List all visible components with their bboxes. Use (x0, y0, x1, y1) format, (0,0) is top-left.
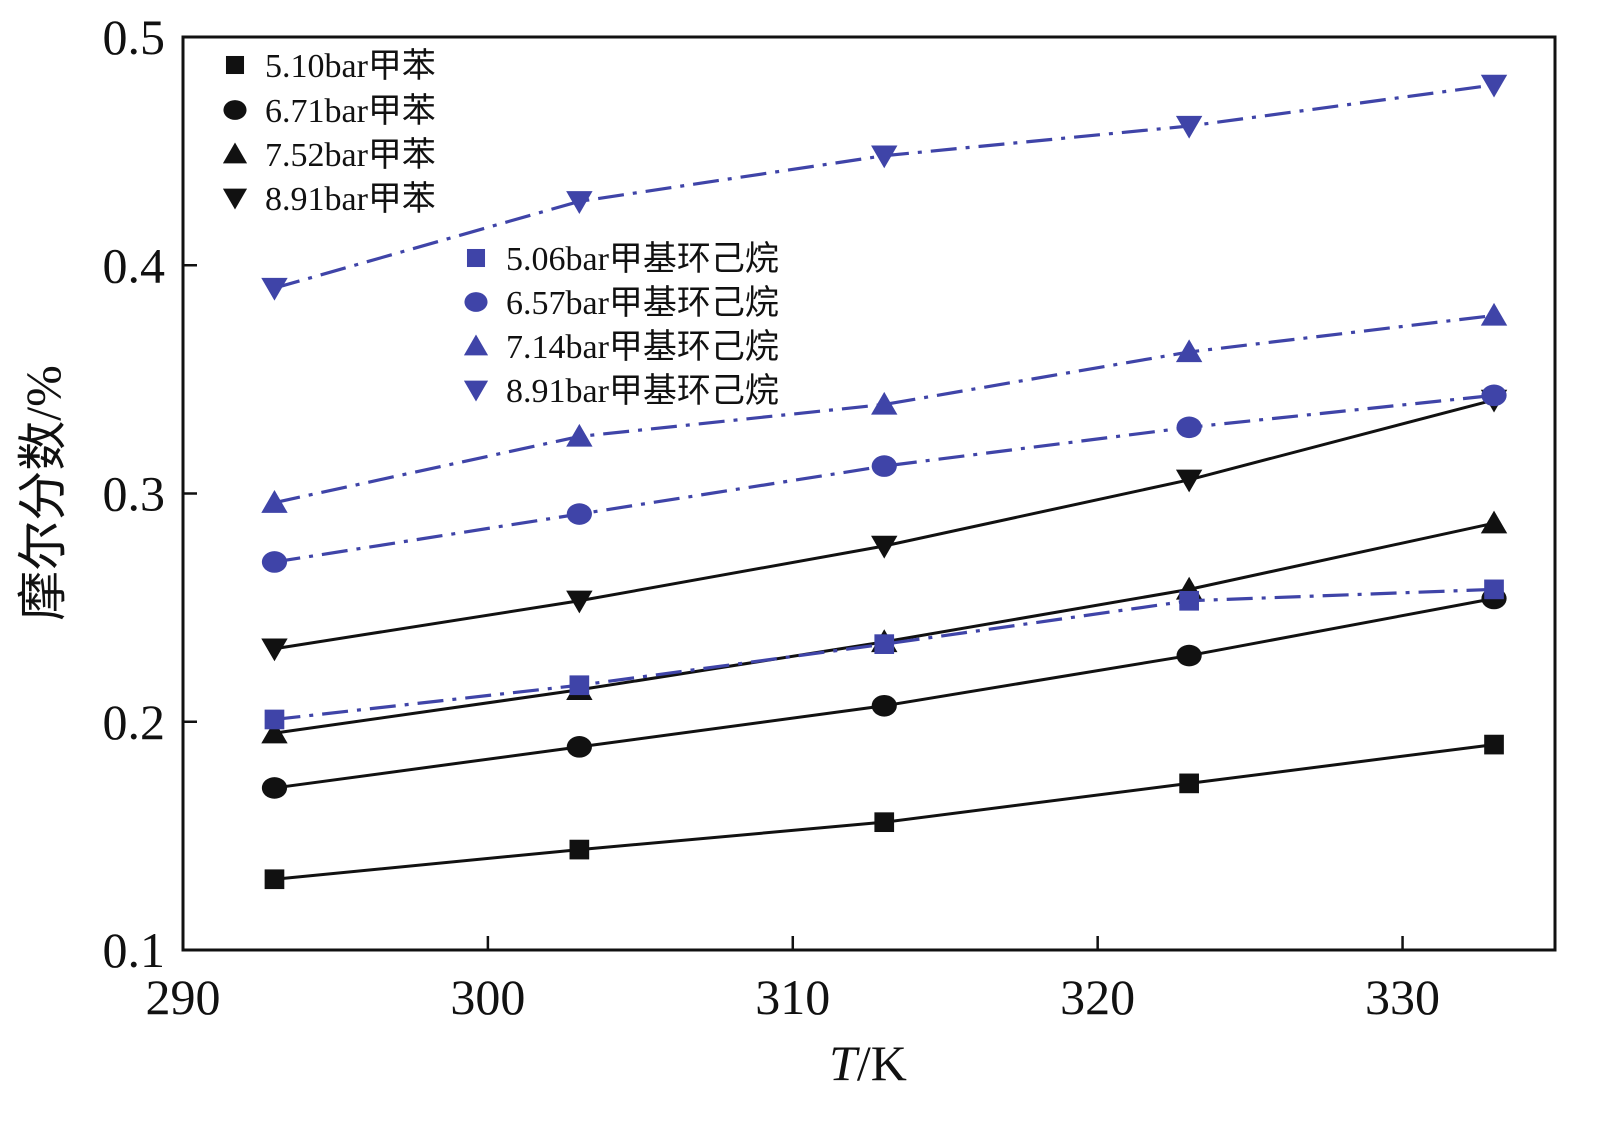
data-point (1176, 644, 1202, 667)
data-point (1175, 469, 1203, 493)
data-point (871, 391, 898, 415)
data-point (1179, 773, 1199, 794)
data-point (566, 423, 593, 447)
legend-label: 8.91bar甲苯 (265, 180, 436, 218)
legend-item: 7.52bar甲苯 (222, 136, 436, 174)
data-point (1179, 590, 1199, 611)
x-axis-title-var: T (829, 1035, 860, 1091)
series-1 (264, 734, 1504, 890)
data-point (874, 812, 895, 833)
legend: 5.10bar甲苯 6.71bar甲苯 7.52bar甲苯 8.91bar甲苯 5.06… (222, 47, 779, 410)
data-point (566, 736, 592, 758)
data-point (261, 277, 288, 301)
series-line (274, 313, 1495, 505)
data-point (1484, 734, 1504, 755)
legend-marker (222, 188, 248, 210)
data-point (566, 191, 593, 214)
legend-marker (463, 334, 489, 356)
x-tick-label: 290 (146, 969, 221, 1025)
legend-item: 5.10bar甲苯 (225, 47, 436, 85)
legend-marker (225, 55, 245, 75)
legend-item: 8.91bar甲苯 (222, 180, 436, 218)
y-tick-label: 0.4 (103, 237, 166, 293)
series-8 (261, 74, 1508, 301)
series-layer (261, 74, 1508, 890)
x-tick-label: 300 (450, 969, 525, 1025)
legend-item: 5.06bar甲基环己烷 (466, 240, 779, 278)
data-point (261, 551, 288, 573)
legend-label: 7.14bar甲基环己烷 (506, 328, 779, 366)
series-line (274, 597, 1495, 790)
legend-item: 6.57bar甲基环己烷 (464, 284, 779, 322)
legend-marker (464, 292, 488, 312)
series-line (274, 83, 1495, 290)
data-point (1480, 74, 1508, 98)
axes-layer: 290 300 310 320 330 0.1 0.2 0.3 0.4 0.5 (103, 9, 1441, 1025)
legend-label: 5.06bar甲基环己烷 (506, 240, 779, 278)
y-tick-label: 0.2 (103, 694, 166, 750)
series-5 (264, 579, 1504, 730)
data-point (874, 634, 895, 654)
data-point (1176, 416, 1202, 439)
data-point (1480, 302, 1508, 326)
x-axis-title: T/K (829, 1035, 907, 1091)
y-axis-title: 摩尔分数/% (15, 365, 71, 621)
series-6 (261, 384, 1507, 573)
data-point (261, 720, 288, 744)
data-point (261, 638, 288, 662)
series-7 (261, 302, 1508, 513)
data-point (871, 145, 898, 169)
legend-label: 8.91bar甲基环己烷 (506, 372, 779, 410)
data-point (566, 590, 593, 614)
data-point (1175, 339, 1203, 363)
legend-item: 7.14bar甲基环己烷 (463, 328, 779, 366)
data-point (1175, 115, 1203, 139)
legend-marker (466, 248, 486, 268)
series-line (274, 393, 1495, 564)
y-tick-label: 0.5 (103, 9, 166, 65)
data-point (261, 777, 288, 799)
x-tick-label: 330 (1365, 969, 1440, 1025)
data-point (871, 455, 897, 477)
legend-marker (463, 380, 489, 402)
data-point (1481, 384, 1507, 407)
data-point (261, 490, 288, 513)
legend-label: 6.57bar甲基环己烷 (506, 284, 779, 322)
legend-marker (222, 142, 248, 164)
data-point (569, 839, 590, 860)
data-point (1480, 510, 1508, 534)
legend-label: 6.71bar甲苯 (265, 92, 436, 130)
y-tick-label: 0.3 (103, 466, 166, 522)
series-line (274, 398, 1495, 651)
legend-item: 6.71bar甲苯 (223, 92, 436, 130)
data-point (566, 503, 592, 525)
data-point (264, 869, 285, 890)
series-2 (261, 587, 1507, 799)
legend-item: 8.91bar甲基环己烷 (463, 372, 779, 410)
data-point (569, 675, 590, 696)
legend-label: 5.10bar甲苯 (265, 47, 436, 85)
x-tick-label: 310 (755, 969, 830, 1025)
legend-label: 7.52bar甲苯 (265, 136, 436, 174)
data-point (871, 535, 898, 559)
data-point (871, 694, 897, 717)
x-tick-label: 320 (1060, 969, 1135, 1025)
legend-marker (223, 100, 247, 120)
series-4 (261, 389, 1508, 662)
data-point (1484, 579, 1504, 600)
y-tick-label: 0.1 (103, 922, 166, 978)
data-point (264, 709, 285, 730)
x-axis-title-unit: /K (857, 1035, 907, 1091)
